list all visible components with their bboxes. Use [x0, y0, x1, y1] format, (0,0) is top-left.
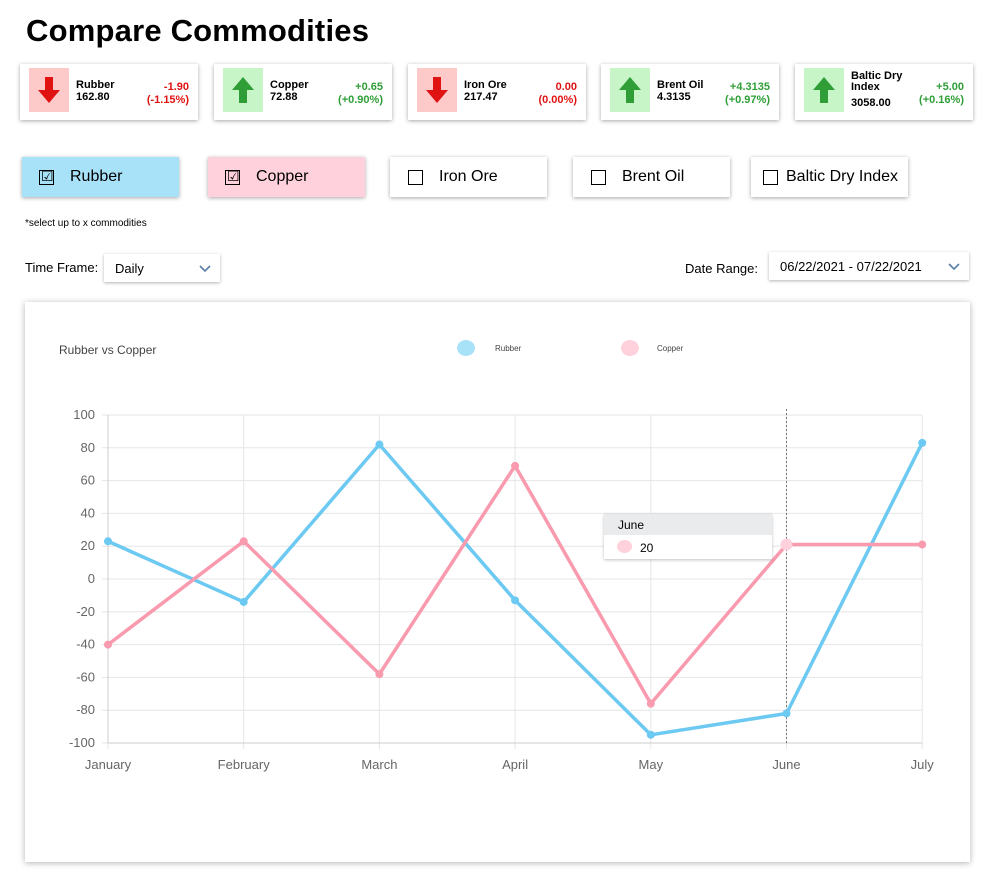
data-point-copper [646, 699, 655, 708]
toggle-copper[interactable]: ☑ Copper [208, 157, 365, 197]
ticker-card-rubber[interactable]: Rubber 162.80 -1.90 (-1.15%) [20, 64, 198, 120]
legend-marker-copper [621, 340, 639, 356]
y-tick-label: 100 [73, 407, 95, 422]
checkbox-icon[interactable] [408, 169, 423, 185]
date-range-label: Date Range: [685, 261, 758, 276]
ticker-card-baltic-dry-index[interactable]: Baltic Dry Index 3058.00 +5.00 (+0.16%) [795, 64, 973, 120]
legend-label-copper: Copper [657, 344, 684, 353]
tooltip-title: June [604, 514, 772, 535]
x-tick-label: April [502, 757, 528, 772]
data-point-rubber [511, 596, 520, 605]
x-tick-label: June [772, 757, 800, 772]
tooltip-value: 20 [640, 541, 654, 555]
toggle-label: Baltic Dry Index [786, 168, 899, 185]
checkbox-checked-icon[interactable]: ☑ [39, 167, 54, 185]
page-title: Compare Commodities [26, 13, 370, 48]
toggle-baltic-dry-index[interactable]: Baltic Dry Index [751, 157, 908, 197]
toggle-brent-oil[interactable]: Brent Oil [573, 157, 730, 197]
ticker-change: -1.90 (-1.15%) [146, 81, 189, 106]
arrow-up-icon [610, 68, 650, 112]
y-tick-label: -60 [76, 669, 95, 684]
arrow-down-icon [29, 68, 69, 112]
selection-note: *select up to x commodities [25, 218, 147, 229]
ticker-change: +0.65 (+0.90%) [338, 81, 383, 106]
data-point-copper [104, 640, 112, 649]
legend-label-rubber: Rubber [495, 344, 522, 353]
tooltip-marker [617, 540, 632, 553]
ticker-name: Iron Ore [464, 79, 507, 91]
toggle-label: Brent Oil [622, 168, 685, 185]
checkbox-icon[interactable] [763, 169, 778, 185]
ticker-price: 4.3135 [657, 91, 691, 103]
data-point-rubber [375, 440, 384, 449]
toggle-rubber[interactable]: ☑ Rubber [22, 157, 179, 197]
x-tick-label: July [911, 757, 935, 772]
chart-tooltip: June 20 [604, 514, 772, 559]
date-range-value: 06/22/2021 - 07/22/2021 [780, 258, 922, 274]
data-point-rubber [104, 537, 112, 546]
y-tick-label: 60 [81, 473, 95, 488]
line-chart[interactable]: 100 80 60 40 20 0 -20 -40 -60 -80 -100 January Febru… [25, 302, 970, 862]
date-range-select[interactable]: 06/22/2021 - 07/22/2021 [769, 252, 969, 280]
ticker-card-copper[interactable]: Copper 72.88 +0.65 (+0.90%) [214, 64, 392, 120]
ticker-name: Baltic Dry Index [851, 70, 903, 93]
ticker-change: 0.00 (0.00%) [538, 81, 577, 106]
time-frame-label: Time Frame: [25, 260, 99, 275]
toggle-iron-ore[interactable]: Iron Ore [390, 157, 547, 197]
y-tick-label: 0 [88, 571, 95, 586]
chevron-down-icon [199, 265, 211, 273]
time-frame-value: Daily [115, 260, 144, 276]
y-tick-label: 80 [81, 440, 95, 455]
checkbox-icon[interactable] [591, 169, 606, 185]
data-point-rubber [646, 730, 655, 739]
ticker-price: 217.47 [464, 91, 498, 103]
toggle-label: Copper [256, 168, 309, 185]
ticker-name: Rubber [76, 79, 115, 91]
y-tick-label: -20 [76, 604, 95, 619]
toggle-label: Iron Ore [439, 168, 498, 185]
y-tick-label: 20 [81, 538, 95, 553]
data-point-rubber [918, 438, 927, 447]
ticker-name: Brent Oil [657, 79, 704, 91]
ticker-change: +4.3135 (+0.97%) [725, 81, 770, 106]
checkbox-checked-icon[interactable]: ☑ [225, 167, 240, 185]
ticker-price: 3058.00 [851, 97, 891, 109]
arrow-down-icon [417, 68, 457, 112]
data-point-rubber [782, 709, 791, 718]
ticker-change: +5.00 (+0.16%) [919, 81, 964, 106]
data-point-copper [918, 540, 927, 549]
ticker-price: 72.88 [270, 91, 298, 103]
ticker-name: Copper [270, 79, 309, 91]
legend-marker-rubber [457, 340, 475, 356]
ticker-card-brent-oil[interactable]: Brent Oil 4.3135 +4.3135 (+0.97%) [601, 64, 779, 120]
x-tick-label: February [218, 757, 271, 772]
data-point-copper [780, 538, 793, 551]
arrow-up-icon [804, 68, 844, 112]
data-point-copper [239, 537, 248, 546]
x-tick-label: January [85, 757, 132, 772]
y-tick-label: 40 [81, 505, 95, 520]
toggle-label: Rubber [70, 168, 123, 185]
data-point-copper [375, 670, 384, 679]
data-point-copper [511, 461, 520, 470]
y-tick-label: -80 [76, 702, 95, 717]
chart-title: Rubber vs Copper [59, 343, 157, 357]
time-frame-select[interactable]: Daily [104, 254, 220, 282]
x-tick-label: May [639, 757, 664, 772]
x-tick-label: March [361, 757, 397, 772]
y-tick-label: -40 [76, 637, 95, 652]
arrow-up-icon [223, 68, 263, 112]
chevron-down-icon [948, 263, 960, 271]
data-point-rubber [239, 597, 248, 606]
ticker-price: 162.80 [76, 91, 110, 103]
y-tick-label: -100 [69, 735, 95, 750]
ticker-card-iron-ore[interactable]: Iron Ore 217.47 0.00 (0.00%) [408, 64, 586, 120]
chart-card: Rubber vs Copper Rubber Copper 100 80 60 40… [25, 302, 970, 862]
